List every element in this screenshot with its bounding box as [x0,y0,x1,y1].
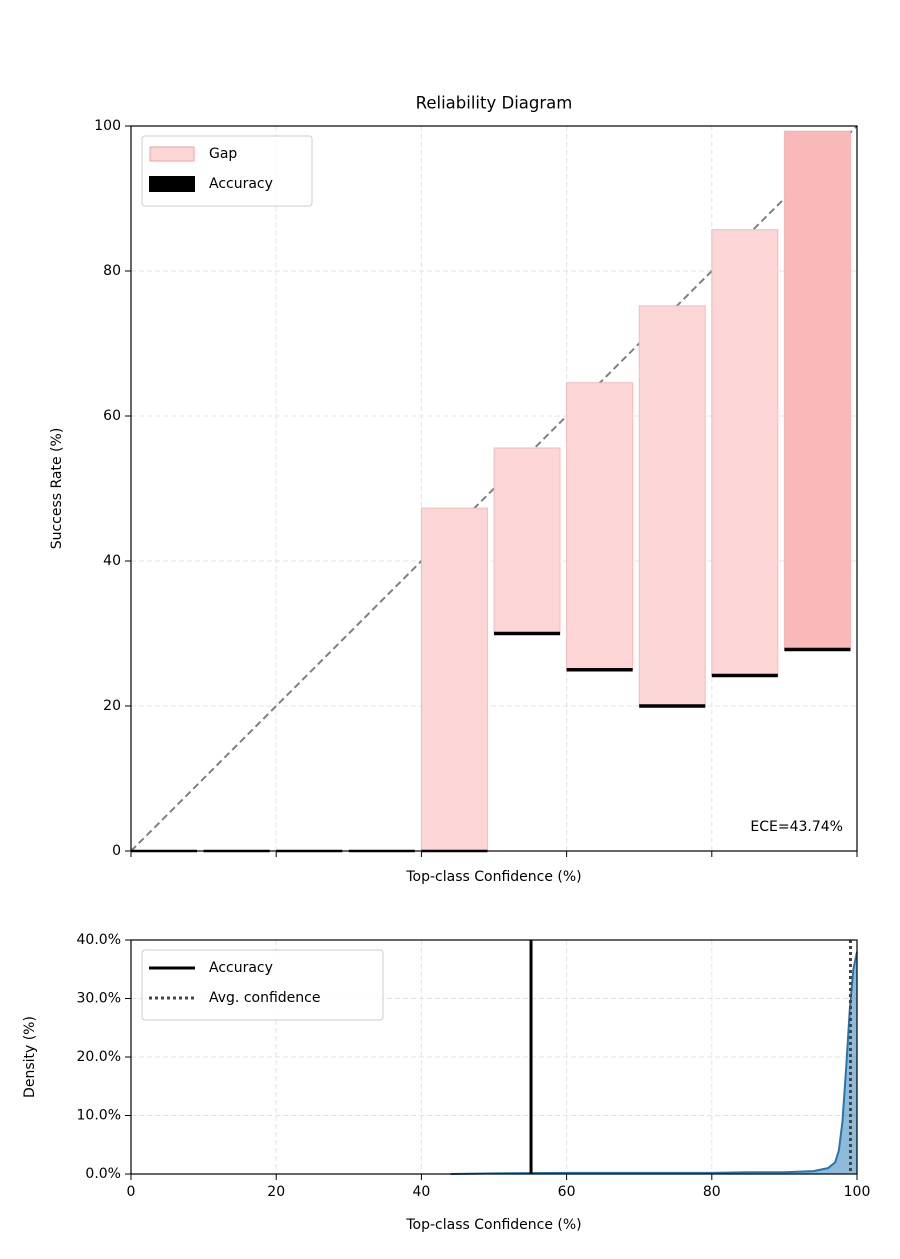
plot-frame [130,939,858,1175]
legend-label: Avg. confidence [209,990,320,1006]
legend-swatch [149,146,195,162]
chart-title: Reliability Diagram [416,94,573,113]
x-tick-label: 100 [844,1184,871,1200]
x-tick-label: 20 [267,1184,285,1200]
legend-label: Gap [209,146,237,162]
annotation: ECE=43.74% [750,819,843,835]
y-tick-label: 0 [112,843,121,859]
density-line [450,951,858,1175]
gap-bar [783,130,851,650]
density-area [450,951,857,1174]
diagonal [130,125,858,852]
y-tick-label: 60 [103,408,121,424]
legend-swatch [149,176,195,192]
y-tick-label: 100 [94,118,121,134]
gap-bar [711,229,779,677]
gap-bar [420,507,488,852]
gap-bar [566,382,634,671]
y-tick-label: 40 [103,553,121,569]
x-axis-label: Top-class Confidence (%) [405,1217,581,1233]
legend-label: Accuracy [209,176,273,192]
x-tick-label: 60 [558,1184,576,1200]
y-tick-label: 20.0% [77,1049,121,1065]
x-tick-label: 0 [127,1184,136,1200]
y-axis-label: Success Rate (%) [49,428,65,550]
y-tick-label: 80 [103,263,121,279]
y-axis-label: Density (%) [22,1016,38,1098]
y-tick-label: 20 [103,698,121,714]
plot-frame [130,125,858,852]
legend-box [141,949,384,1021]
x-tick-label: 40 [412,1184,430,1200]
y-tick-label: 0.0% [85,1166,121,1182]
x-tick-label: 80 [703,1184,721,1200]
y-tick-label: 30.0% [77,991,121,1007]
y-tick-label: 40.0% [77,932,121,948]
legend-label: Accuracy [209,960,273,976]
x-axis-label: Top-class Confidence (%) [405,869,581,885]
gap-bar [493,447,561,634]
gap-bar [638,305,706,707]
y-tick-label: 10.0% [77,1108,121,1124]
